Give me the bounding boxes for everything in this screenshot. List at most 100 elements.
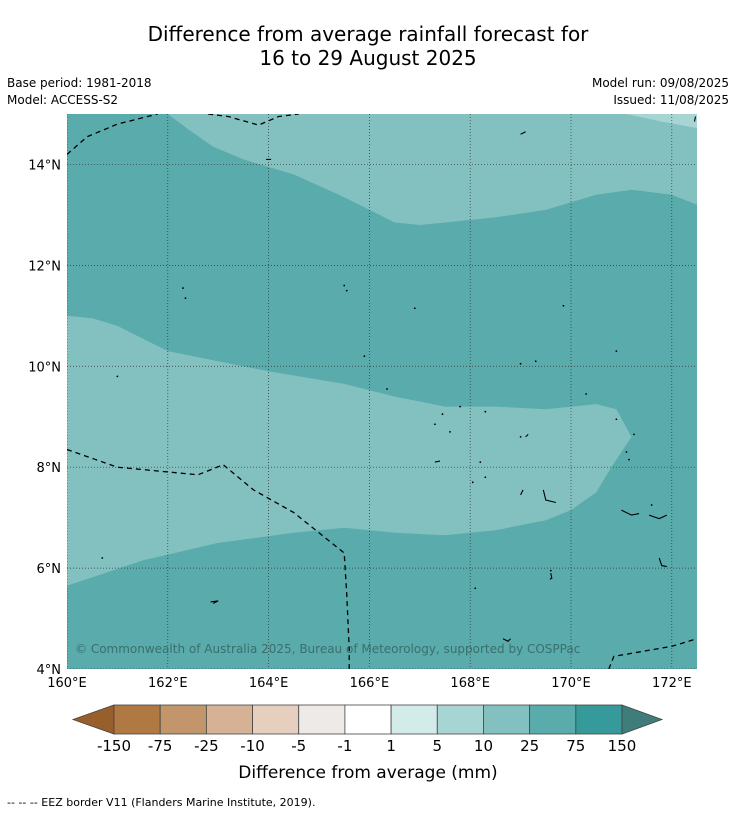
colorbar-swatch [252,704,300,735]
island-outline [520,131,526,135]
colorbar-swatch [436,704,484,735]
colorbar-tick-label: 1 [386,737,396,755]
colorbar-tick-label: -1 [337,737,352,755]
eez-footnote: -- -- -- EEZ border V11 (Flanders Marine… [7,796,316,809]
colorbar-swatch [390,704,438,735]
colorbar-swatch [113,704,161,735]
colorbar-tick-label: -25 [194,737,219,755]
island-dot [615,350,618,353]
copyright-notice: © Commonwealth of Australia 2025, Bureau… [75,642,580,656]
eez-border-line [208,114,299,126]
eez-borders [67,114,697,669]
island-dot [386,388,388,390]
island-dot [484,476,487,479]
island-outline [525,434,529,438]
island-dot [413,307,416,310]
island-dot [585,393,588,395]
colorbar-swatch [205,704,253,735]
latitude-tick-label: 4°N [37,663,62,678]
island-dot [471,481,474,484]
colorbar-legend: -150 -75 -25 -10 -5 -1 1 5 10 25 75 150 [71,704,664,755]
colorbar-tick-label: -10 [240,737,265,755]
island-dot [459,405,462,408]
island-outline [502,638,511,642]
map-title-line1: Difference from average rainfall forecas… [147,22,589,46]
colorbar-high-extension [621,704,664,735]
island-outline [210,600,219,604]
island-outline [549,572,553,580]
island-outline [434,460,441,463]
island-outline [542,489,557,504]
longitude-tick-label: 160°E [47,676,87,691]
eez-border-line [67,448,350,669]
rainfall-region-2 [167,114,697,225]
rainfall-region-1 [67,315,632,586]
island-dot [184,297,187,300]
base-period: Base period: 1981-2018 [7,76,152,90]
axis-labels: 4°N 6°N 8°N 10°N 12°N 14°N 160°E 162°E 164°E 166°… [28,158,691,691]
island-dot [474,587,477,590]
latitude-tick-label: 6°N [37,562,62,577]
island-dot [562,304,565,307]
colorbar-swatch [159,704,207,735]
island-dot [441,413,444,416]
island-dot [479,461,482,464]
island-dot [449,430,451,433]
model-info: Base period: 1981-2018 Model: ACCESS-S2 [7,75,152,109]
island-dot [434,423,436,426]
latitude-tick-label: 12°N [28,259,61,274]
eez-border-line [67,114,158,155]
island-dot [182,287,184,289]
island-outlines [101,116,697,642]
map-plot-area [67,114,697,669]
colorbar-tick-label: 75 [566,737,585,755]
colorbar-tick-label: 5 [432,737,442,755]
longitude-tick-label: 172°E [652,676,692,691]
island-dot [345,289,348,292]
island-outline [648,514,668,520]
island-dot [519,436,522,438]
colorbar-tick-label: 10 [474,737,493,755]
colorbar-tick-label: -150 [97,737,131,755]
island-dot [116,375,119,378]
run-info: Model run: 09/08/2025 Issued: 11/08/2025 [592,75,729,109]
map-title: Difference from average rainfall forecas… [0,22,736,70]
latitude-tick-label: 10°N [28,360,61,375]
issued-date: Issued: 11/08/2025 [613,93,729,107]
colorbar-swatch [575,704,623,735]
longitude-tick-label: 168°E [450,676,490,691]
colorbar-tick-label: -5 [291,737,306,755]
island-outline [693,116,697,122]
colorbar-tick-label: 25 [520,737,539,755]
model-run: Model run: 09/08/2025 [591,76,729,90]
colorbar-swatch [529,704,577,735]
legend-title: Difference from average (mm) [238,763,497,783]
longitude-tick-label: 162°E [148,676,188,691]
colorbar-low-extension [71,704,115,735]
island-dot [650,504,653,506]
island-outline [658,557,667,568]
longitude-tick-label: 170°E [551,676,591,691]
island-dot [633,433,635,436]
island-dot [628,458,630,461]
island-dot [101,557,104,559]
rainfall-region-3 [626,114,697,129]
colorbar-tick-label: -75 [148,737,173,755]
map-title-line2: 16 to 29 August 2025 [259,46,477,70]
island-outline [621,509,640,516]
island-dot [625,451,628,453]
colorbar-swatch [483,704,531,735]
island-dot [484,410,487,413]
island-dot [615,418,618,421]
colorbar-swatch [344,704,392,735]
island-outline [520,489,524,496]
island-dot [519,362,522,365]
island-dot [534,360,537,363]
graticule [67,114,697,669]
island-dot [549,569,552,572]
island-dot [363,355,366,358]
model-name: Model: ACCESS-S2 [7,93,119,107]
latitude-tick-label: 14°N [28,158,61,173]
island-dot [343,284,346,287]
eez-border-line [608,638,697,669]
